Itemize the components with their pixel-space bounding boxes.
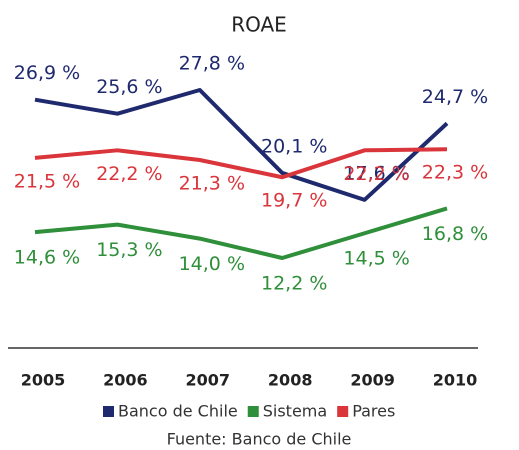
value-label: 14,0 % [179, 253, 245, 275]
value-label: 21,5 % [14, 170, 80, 192]
series-line [34, 147, 448, 180]
x-tick-label: 2006 [103, 371, 148, 390]
legend-swatch [337, 406, 349, 417]
x-tick-label: 2008 [268, 371, 313, 390]
legend-label: Pares [352, 402, 395, 421]
x-tick-label: 2005 [21, 371, 66, 390]
value-label: 14,5 % [343, 248, 409, 270]
value-label: 12,2 % [261, 273, 327, 295]
x-tick-label: 2007 [186, 371, 231, 390]
value-label: 22,2 % [343, 163, 409, 185]
legend-swatch [247, 406, 259, 417]
legend-swatch [103, 406, 114, 417]
value-label: 14,6 % [14, 247, 80, 269]
x-tick-label: 2009 [350, 371, 395, 390]
value-label: 27,8 % [179, 53, 245, 75]
source: Fuente: Banco de Chile [167, 430, 352, 449]
value-label: 17,6 % [343, 162, 409, 184]
value-label: 16,8 % [422, 223, 488, 245]
series-line [34, 206, 448, 260]
value-label: 15,3 % [96, 239, 162, 261]
value-label: 26,9 % [14, 62, 80, 84]
value-label: 22,2 % [96, 163, 162, 185]
x-tick-label: 2010 [433, 371, 478, 390]
series-line [34, 88, 449, 202]
value-label: 25,6 % [96, 76, 162, 98]
chart-title: ROAE [231, 13, 287, 37]
value-label: 24,7 % [422, 86, 488, 108]
value-label: 22,3 % [422, 162, 488, 184]
value-label: 20,1 % [261, 135, 327, 157]
legend-label: Sistema [263, 402, 327, 421]
value-label: 21,3 % [179, 173, 245, 195]
legend-label: Banco de Chile [118, 402, 238, 421]
value-label: 19,7 % [261, 190, 327, 212]
